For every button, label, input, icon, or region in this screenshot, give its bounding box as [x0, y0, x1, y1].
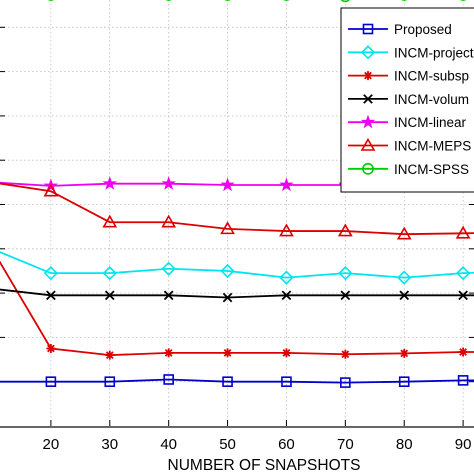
- data-point: [455, 266, 471, 281]
- data-point: [220, 177, 235, 192]
- data-point: [340, 377, 351, 388]
- legend-label: INCM-linear: [394, 115, 467, 130]
- data-point: [398, 376, 410, 388]
- legend-entry: INCM-subsp: [348, 69, 469, 84]
- series-line: [0, 182, 474, 236]
- legend-entry: INCM-SPSS: [348, 162, 469, 177]
- legend-label: INCM-volum: [394, 92, 469, 107]
- data-point: [337, 223, 353, 237]
- x-axis-label: NUMBER OF SNAPSHOTS: [168, 457, 361, 474]
- legend-entry: INCM-MEPS: [348, 137, 471, 154]
- data-point: [43, 266, 59, 281]
- data-point: [455, 225, 471, 239]
- data-point: [102, 266, 117, 281]
- data-point: [104, 376, 116, 388]
- series-line: [0, 260, 474, 357]
- legend-marker: [363, 71, 373, 81]
- data-point: [279, 270, 294, 285]
- x-tick-label: 70: [337, 436, 354, 453]
- x-tick-label: 40: [160, 436, 177, 453]
- data-point: [102, 214, 118, 228]
- data-point: [397, 270, 412, 285]
- data-point: [222, 292, 233, 303]
- x-tick-label: 80: [396, 436, 413, 453]
- legend-marker: [360, 45, 376, 60]
- data-point: [281, 376, 292, 388]
- legend-marker: [360, 137, 376, 151]
- legend-entry: INCM-linear: [348, 114, 467, 130]
- data-point: [281, 290, 292, 301]
- legend-marker: [363, 94, 373, 104]
- legend-entry: INCM-project: [348, 45, 474, 60]
- data-point: [220, 263, 235, 279]
- series-incm-project: [0, 251, 474, 285]
- data-point: [399, 348, 409, 358]
- series-proposed: [0, 374, 474, 388]
- legend-label: INCM-MEPS: [394, 139, 471, 154]
- data-point: [457, 375, 469, 386]
- data-point: [338, 266, 353, 281]
- data-point: [458, 347, 468, 357]
- data-point: [281, 348, 291, 358]
- grid-lines: [0, 0, 474, 426]
- data-point: [161, 176, 176, 190]
- series-incm-meps: [0, 182, 474, 240]
- legend-label: Proposed: [394, 22, 452, 37]
- data-point: [46, 343, 56, 353]
- data-point: [104, 290, 115, 301]
- legend-entry: Proposed: [348, 22, 452, 37]
- x-tick-label: 50: [219, 436, 236, 453]
- plot-frame: [0, 426, 474, 428]
- data-point: [46, 290, 56, 301]
- data-point: [164, 348, 174, 358]
- legend-entry: INCM-volum: [348, 92, 469, 107]
- legend-marker: [362, 23, 374, 35]
- legend-label: INCM-subsp: [394, 69, 469, 84]
- data-point: [399, 290, 410, 301]
- x-tick-label: 30: [101, 436, 118, 453]
- legend-marker: [360, 114, 376, 129]
- data-point: [222, 376, 233, 388]
- series-line: [0, 288, 474, 299]
- data-point: [43, 183, 59, 197]
- data-point: [161, 214, 177, 228]
- legend: Proposed INCM-project INCM-subsp INCM-volum…: [340, 7, 474, 193]
- legend-label: INCM-SPSS: [394, 162, 469, 177]
- data-point: [340, 0, 350, 3]
- data-point: [163, 290, 174, 301]
- data-point: [279, 223, 294, 237]
- legend-label: INCM-project: [394, 45, 474, 60]
- data-point: [396, 226, 412, 240]
- legend-marker: [362, 162, 374, 175]
- data-point: [105, 350, 115, 360]
- data-point: [458, 290, 468, 301]
- data-point: [223, 348, 233, 358]
- data-point: [45, 376, 57, 388]
- data-point: [163, 374, 174, 385]
- x-tick-label: 90: [455, 436, 472, 453]
- data-point: [102, 176, 117, 190]
- series-incm-volum: [0, 288, 474, 303]
- data-point: [340, 349, 350, 359]
- x-axis-ticks: 20 30 40 50 60 70 80 90: [0, 26, 474, 453]
- series-line: [0, 378, 474, 384]
- series-incm-spss: [47, 0, 467, 3]
- data-point: [161, 261, 176, 276]
- data-point: [220, 221, 235, 235]
- x-tick-label: 20: [43, 436, 60, 453]
- x-tick-label: 60: [278, 436, 295, 453]
- legend-box: [340, 7, 474, 193]
- series-line: [0, 251, 474, 279]
- series-incm-subsp: [0, 260, 474, 360]
- data-point: [340, 290, 351, 301]
- data-point: [279, 177, 294, 192]
